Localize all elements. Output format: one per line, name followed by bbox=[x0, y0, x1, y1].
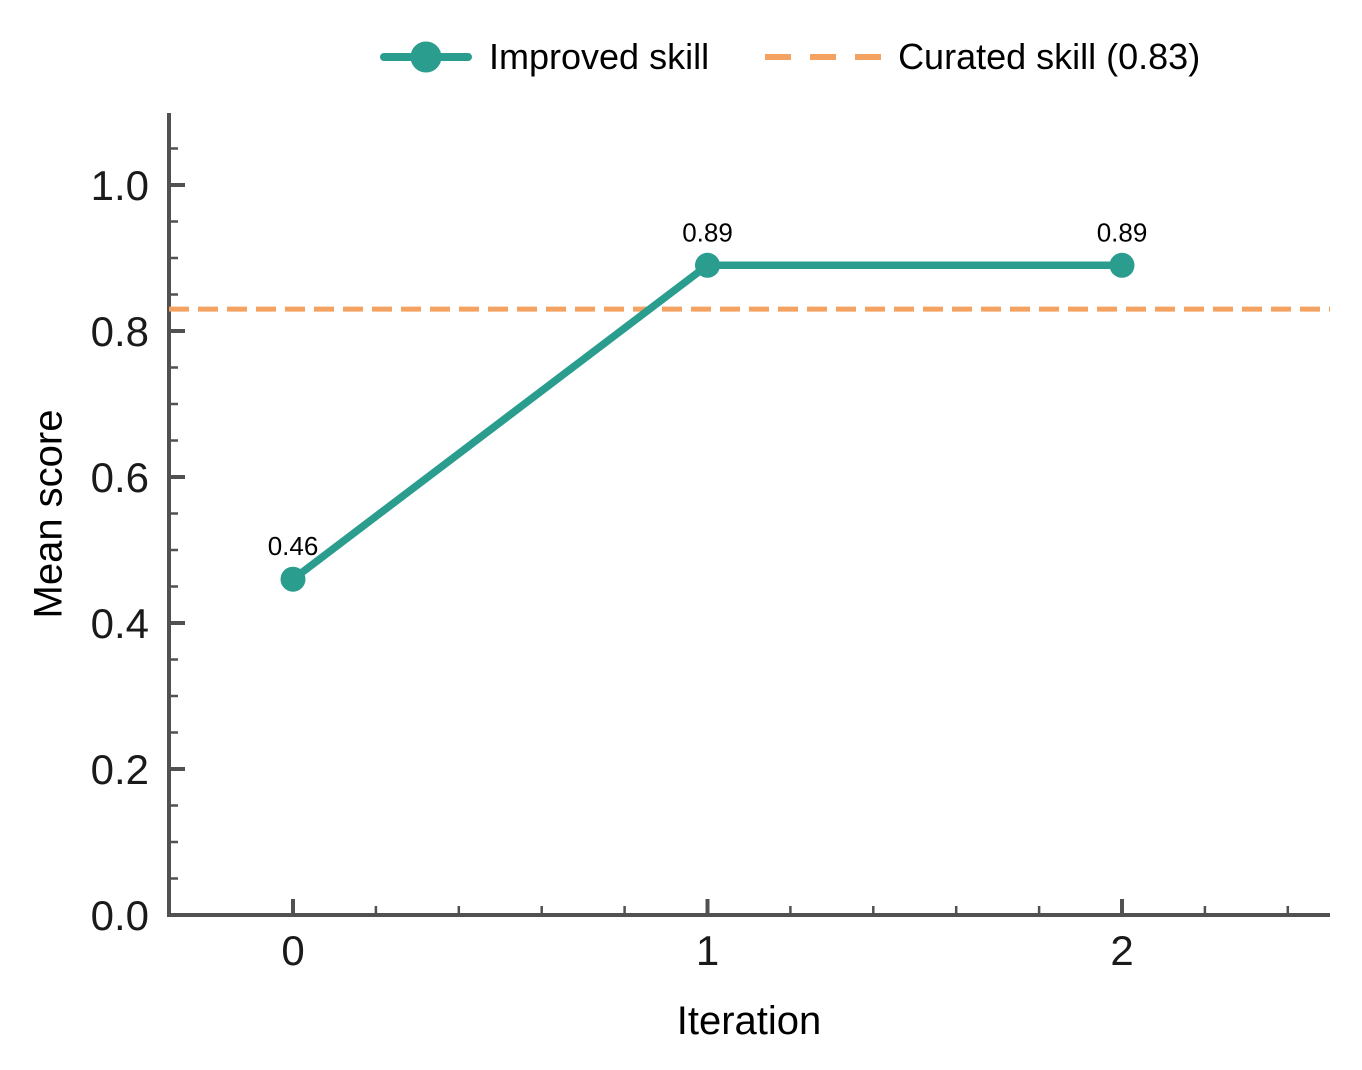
legend-item-improved-skill: Improved skill bbox=[380, 39, 709, 75]
legend-item-curated-skill: Curated skill (0.83) bbox=[765, 39, 1200, 75]
x-axis-label: Iteration bbox=[676, 999, 822, 1043]
circle-marker-icon bbox=[410, 41, 442, 73]
y-axis-label: Mean score bbox=[26, 409, 71, 619]
y-tick-label: 0.4 bbox=[91, 600, 149, 647]
data-point-label: 0.89 bbox=[682, 217, 733, 247]
y-tick-label: 0.2 bbox=[91, 746, 149, 793]
x-tick-label: 0 bbox=[281, 927, 304, 974]
y-tick-label: 0.6 bbox=[91, 454, 149, 501]
y-tick-label: 0.0 bbox=[91, 892, 149, 939]
data-point-marker bbox=[1109, 252, 1135, 278]
data-point-label: 0.89 bbox=[1097, 217, 1148, 247]
solid-line-marker-icon bbox=[380, 41, 472, 73]
data-point-marker bbox=[280, 566, 306, 592]
data-point-label: 0.46 bbox=[268, 531, 319, 561]
dashed-line-icon bbox=[765, 54, 882, 60]
series-line bbox=[289, 261, 1126, 583]
x-tick-label: 1 bbox=[696, 927, 719, 974]
y-tick-label: 1.0 bbox=[91, 162, 149, 209]
y-tick-label: 0.8 bbox=[91, 308, 149, 355]
x-tick-label: 2 bbox=[1110, 927, 1133, 974]
legend-label-curated-skill: Curated skill (0.83) bbox=[898, 36, 1201, 77]
legend: Improved skill Curated skill (0.83) bbox=[380, 33, 1200, 81]
data-point-marker bbox=[695, 252, 720, 278]
legend-label-improved-skill: Improved skill bbox=[489, 36, 710, 77]
